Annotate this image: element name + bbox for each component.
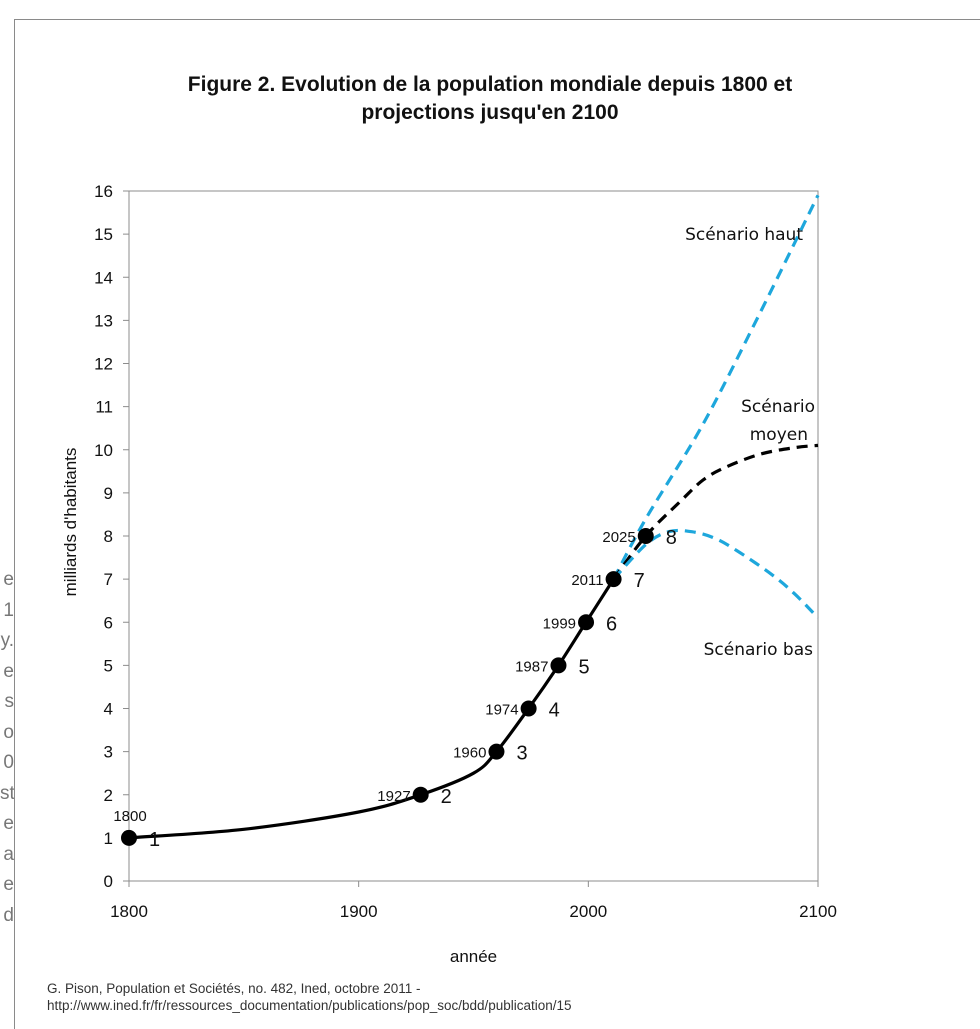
y-tick-label: 12 <box>94 355 113 374</box>
milestone-year-label: 1800 <box>113 808 146 825</box>
x-tick-label: 2100 <box>799 902 837 921</box>
milestone-year-label: 2025 <box>602 529 635 546</box>
milestone-value-label: 7 <box>634 570 645 592</box>
cropped-text-fragment: st <box>0 782 14 804</box>
milestone-point <box>488 743 505 760</box>
x-tick-label: 2000 <box>569 902 607 921</box>
scenario-label-high: Scénario haut <box>685 225 803 245</box>
y-tick-label: 13 <box>94 311 113 330</box>
y-tick-label: 9 <box>104 484 113 503</box>
scenario-line-medium <box>612 443 819 581</box>
chart-title-line-1: Figure 2. Evolution de la population mon… <box>187 73 793 96</box>
milestone-point <box>637 528 654 544</box>
milestone-year-label: 1987 <box>515 658 548 675</box>
milestone-point <box>412 786 429 803</box>
cropped-text-fragment: s <box>4 691 15 712</box>
y-tick-label: 1 <box>104 829 113 848</box>
cropped-text-fragment: 1 <box>3 599 14 621</box>
y-tick-label: 3 <box>104 743 113 762</box>
milestone-point <box>578 614 595 631</box>
scenario-label-medium-1: Scénario <box>741 397 815 417</box>
milestone-value-label: 1 <box>149 829 160 851</box>
milestone-point <box>121 829 137 846</box>
y-tick-label: 2 <box>104 786 113 805</box>
x-axis-label: année <box>450 947 497 966</box>
milestone-value-label: 2 <box>441 786 452 808</box>
scenario-label-medium-2: moyen <box>750 425 808 445</box>
cropped-text-fragment: d <box>3 904 14 926</box>
scenario-line-high <box>612 194 820 580</box>
y-tick-label: 0 <box>104 872 113 891</box>
milestone-year-label: 1960 <box>453 745 486 762</box>
y-tick-label: 10 <box>94 441 113 460</box>
y-tick-label: 7 <box>104 570 113 589</box>
chart-title-line-2: projections jusqu'en 2100 <box>361 101 619 124</box>
milestone-year-label: 1927 <box>377 788 410 805</box>
milestone-year-label: 1999 <box>543 615 576 632</box>
figure-frame <box>14 19 980 1029</box>
milestone-value-label: 5 <box>578 656 589 678</box>
milestone-value-label: 6 <box>606 613 617 635</box>
y-tick-label: 14 <box>94 268 113 287</box>
x-tick-label: 1900 <box>340 902 378 921</box>
cropped-text-fragment: y. <box>0 630 14 651</box>
scenario-label-low: Scénario bas <box>704 640 814 660</box>
cropped-text-fragment: e <box>3 569 14 590</box>
y-tick-label: 15 <box>94 225 113 244</box>
milestone-year-label: 2011 <box>571 572 603 589</box>
milestone-point <box>520 700 537 717</box>
milestone-value-label: 4 <box>549 700 560 722</box>
y-axis-label: milliards d'habitants <box>61 448 80 597</box>
y-tick-label: 8 <box>104 527 113 546</box>
cropped-text-fragment: a <box>3 843 14 865</box>
milestone-point <box>605 571 622 588</box>
plot-area <box>128 190 819 882</box>
milestone-value-label: 8 <box>666 527 677 549</box>
y-tick-label: 16 <box>94 182 113 201</box>
x-tick-label: 1800 <box>110 902 148 921</box>
y-tick-label: 5 <box>104 656 113 675</box>
cropped-text-fragment: e <box>3 660 14 682</box>
milestone-point <box>550 657 567 674</box>
milestone-value-label: 3 <box>516 743 527 765</box>
milestone-year-label: 1974 <box>485 702 518 719</box>
y-tick-label: 4 <box>104 700 113 719</box>
cropped-text-fragment: 0 <box>3 752 14 773</box>
source-line-2: http://www.ined.fr/fr/ressources_documen… <box>47 998 572 1013</box>
cropped-text-fragment: e <box>3 874 14 895</box>
cropped-text-fragment: e <box>3 813 14 834</box>
y-tick-label: 11 <box>95 398 113 417</box>
y-tick-label: 6 <box>104 613 113 632</box>
historical-line <box>128 578 615 840</box>
source-line-1: G. Pison, Population et Sociétés, no. 48… <box>47 981 421 996</box>
cropped-text-fragment: o <box>3 721 14 743</box>
